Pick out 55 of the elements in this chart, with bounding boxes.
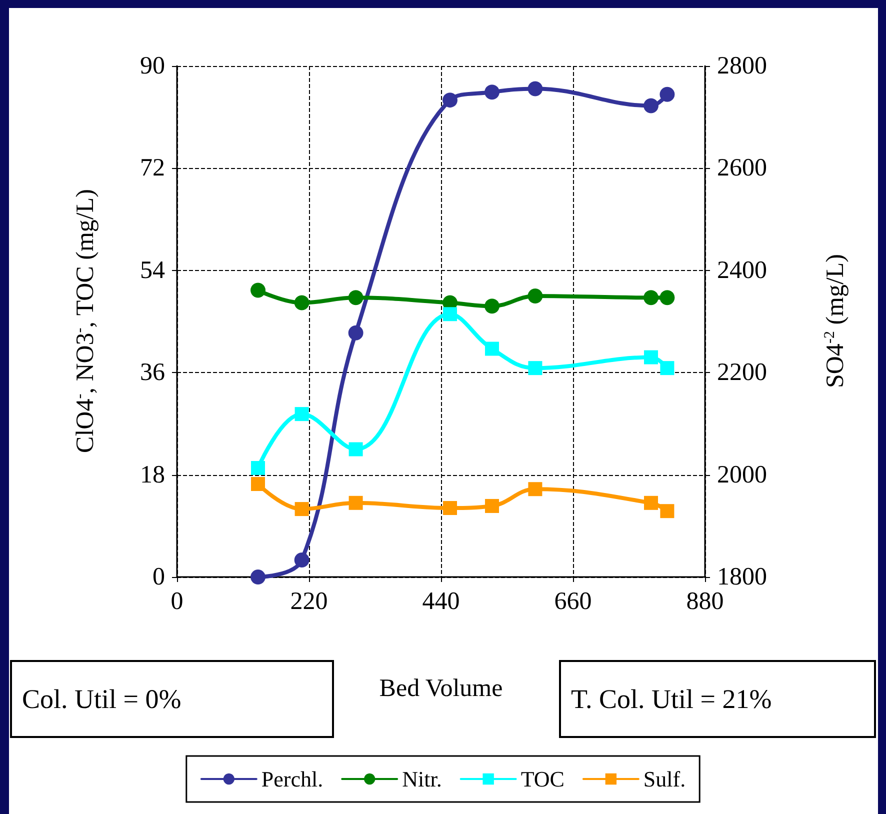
point xyxy=(485,342,499,356)
text: T. Col. Util = 21% xyxy=(559,660,876,738)
legend-label: Nitr. xyxy=(402,766,442,792)
point xyxy=(660,86,675,102)
x-tick-label: 220 xyxy=(290,588,328,615)
point xyxy=(251,460,265,475)
point xyxy=(660,361,674,376)
point xyxy=(528,81,543,96)
point xyxy=(250,282,266,298)
point xyxy=(644,496,658,510)
text: Col. Util = 0% xyxy=(10,660,334,738)
point xyxy=(294,407,309,422)
point xyxy=(294,502,309,516)
point xyxy=(348,496,363,510)
y2-tick-label: 2400 xyxy=(717,256,767,284)
y2-tick-label: 2200 xyxy=(717,359,767,386)
y2-tick-label: 2600 xyxy=(717,154,767,182)
point xyxy=(528,361,542,376)
legend-label: TOC xyxy=(520,766,564,792)
point xyxy=(294,552,310,568)
point xyxy=(644,290,658,306)
x-tick-label: 880 xyxy=(686,588,724,615)
point xyxy=(294,295,310,310)
y-tick-label: 36 xyxy=(140,359,165,386)
point xyxy=(660,290,675,306)
point xyxy=(484,84,500,100)
point xyxy=(443,501,457,516)
point xyxy=(528,288,543,304)
point xyxy=(660,504,674,518)
point xyxy=(348,325,364,340)
point xyxy=(251,477,265,491)
y-tick-label: 54 xyxy=(140,256,166,284)
y2-tick-label: 2000 xyxy=(717,461,767,488)
x-tick-label: 0 xyxy=(170,588,184,615)
point xyxy=(484,298,500,314)
x-tick-label: 660 xyxy=(554,588,592,615)
legend-label: Perchl. xyxy=(261,766,324,792)
point xyxy=(644,98,658,114)
y-tick-label: 18 xyxy=(140,461,165,488)
point xyxy=(348,442,363,456)
y-tick-label: 0 xyxy=(152,564,165,590)
y2-tick-label: 2800 xyxy=(717,52,767,80)
point xyxy=(485,498,499,513)
y-tick-label: 72 xyxy=(140,154,165,182)
point xyxy=(348,290,364,306)
legend-label: Sulf. xyxy=(643,766,686,792)
y2-tick-label: 1800 xyxy=(717,564,767,590)
point xyxy=(528,482,542,496)
point xyxy=(644,350,658,364)
x-tick-label: 440 xyxy=(422,588,460,615)
x-axis-title: Bed Volume xyxy=(379,675,503,703)
point xyxy=(443,307,457,322)
point xyxy=(442,92,458,108)
point xyxy=(250,570,266,584)
y-tick-label: 90 xyxy=(140,52,165,80)
